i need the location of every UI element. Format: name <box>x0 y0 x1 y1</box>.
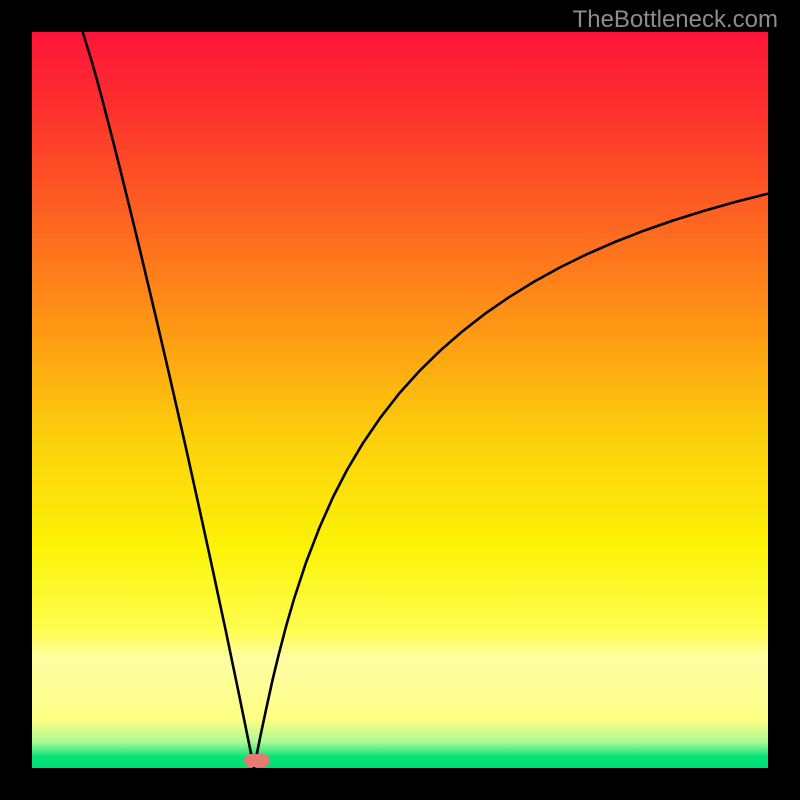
optimal-point-marker <box>244 754 270 767</box>
chart-frame: TheBottleneck.com <box>0 0 800 800</box>
plot-area <box>32 32 768 768</box>
watermark-text: TheBottleneck.com <box>573 6 778 34</box>
